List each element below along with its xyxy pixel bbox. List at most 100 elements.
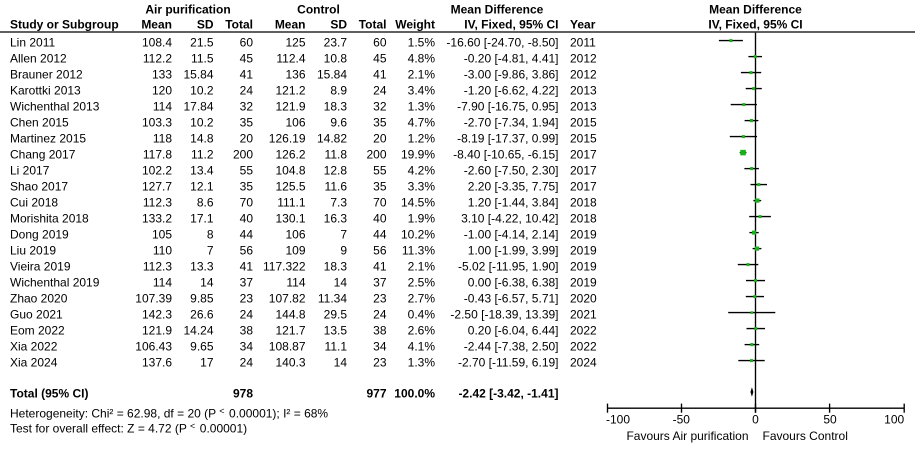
svg-text:10.2%: 10.2% xyxy=(401,228,435,242)
svg-text:108.87: 108.87 xyxy=(269,340,306,354)
svg-text:2022: 2022 xyxy=(570,324,597,338)
svg-text:120: 120 xyxy=(152,84,172,98)
svg-text:7: 7 xyxy=(207,244,214,258)
svg-text:14.24: 14.24 xyxy=(183,324,213,338)
svg-text:2013: 2013 xyxy=(570,100,597,114)
svg-text:2019: 2019 xyxy=(570,276,597,290)
svg-text:2015: 2015 xyxy=(570,116,597,130)
svg-text:29.5: 29.5 xyxy=(324,308,348,322)
svg-text:Mean Difference: Mean Difference xyxy=(451,3,544,17)
svg-text:2017: 2017 xyxy=(570,148,597,162)
svg-text:3.4%: 3.4% xyxy=(408,84,436,98)
svg-text:Favours Air purification: Favours Air purification xyxy=(626,429,748,443)
svg-text:45: 45 xyxy=(373,52,387,66)
svg-text:0.4%: 0.4% xyxy=(408,308,436,322)
svg-text:13.5: 13.5 xyxy=(324,324,348,338)
svg-text:Wichenthal 2019: Wichenthal 2019 xyxy=(10,276,100,290)
svg-text:11.8: 11.8 xyxy=(325,148,348,162)
svg-text:2019: 2019 xyxy=(570,228,597,242)
svg-text:100: 100 xyxy=(884,412,904,426)
svg-text:Total: Total xyxy=(359,18,387,32)
svg-text:114: 114 xyxy=(153,100,172,114)
svg-text:-7.90 [-16.75, 0.95]: -7.90 [-16.75, 0.95] xyxy=(457,100,558,114)
svg-text:-2.60 [-7.50, 2.30]: -2.60 [-7.50, 2.30] xyxy=(464,164,559,178)
svg-text:112.3: 112.3 xyxy=(143,196,172,210)
svg-text:9.6: 9.6 xyxy=(330,116,347,130)
svg-text:200: 200 xyxy=(366,148,386,162)
svg-text:4.8%: 4.8% xyxy=(408,52,436,66)
svg-text:18.3: 18.3 xyxy=(324,260,348,274)
svg-text:-0.20 [-4.81, 4.41]: -0.20 [-4.81, 4.41] xyxy=(464,52,559,66)
svg-text:Dong 2019: Dong 2019 xyxy=(10,228,69,242)
svg-text:15.84: 15.84 xyxy=(183,68,213,82)
svg-text:0.20 [-6.04, 6.44]: 0.20 [-6.04, 6.44] xyxy=(468,324,559,338)
svg-text:8.9: 8.9 xyxy=(330,84,347,98)
svg-text:14: 14 xyxy=(334,356,348,370)
svg-text:2015: 2015 xyxy=(570,132,597,146)
svg-text:14: 14 xyxy=(334,276,348,290)
svg-text:Guo 2021: Guo 2021 xyxy=(10,308,63,322)
svg-text:2022: 2022 xyxy=(570,340,597,354)
svg-text:8.6: 8.6 xyxy=(197,196,214,210)
svg-text:105: 105 xyxy=(152,228,172,242)
svg-text:13.3: 13.3 xyxy=(190,260,214,274)
svg-text:23: 23 xyxy=(240,292,254,306)
svg-text:144.8: 144.8 xyxy=(275,308,305,322)
svg-text:0.00 [-6.38, 6.38]: 0.00 [-6.38, 6.38] xyxy=(468,276,559,290)
svg-text:40: 40 xyxy=(373,212,387,226)
svg-text:127.7: 127.7 xyxy=(142,180,172,194)
svg-text:133.2: 133.2 xyxy=(142,212,172,226)
svg-text:126.19: 126.19 xyxy=(269,132,306,146)
svg-text:38: 38 xyxy=(240,324,254,338)
svg-text:1.20 [-1.44, 3.84]: 1.20 [-1.44, 3.84] xyxy=(468,196,559,210)
svg-text:44: 44 xyxy=(240,228,254,242)
svg-text:1.9%: 1.9% xyxy=(408,212,436,226)
svg-text:35: 35 xyxy=(373,116,387,130)
svg-text:2013: 2013 xyxy=(570,84,597,98)
svg-text:24: 24 xyxy=(373,84,387,98)
svg-text:12.1: 12.1 xyxy=(190,180,214,194)
svg-text:12.8: 12.8 xyxy=(324,164,348,178)
svg-text:70: 70 xyxy=(373,196,387,210)
svg-text:56: 56 xyxy=(373,244,387,258)
svg-text:Li 2017: Li 2017 xyxy=(10,164,50,178)
svg-text:10.2: 10.2 xyxy=(190,84,214,98)
svg-text:15.84: 15.84 xyxy=(317,68,347,82)
svg-text:17.1: 17.1 xyxy=(190,212,214,226)
svg-text:114: 114 xyxy=(153,276,172,290)
svg-text:2.1%: 2.1% xyxy=(408,68,436,82)
svg-text:11.5: 11.5 xyxy=(191,52,214,66)
svg-text:140.3: 140.3 xyxy=(275,356,305,370)
svg-text:-2.42 [-3.42, -1.41]: -2.42 [-3.42, -1.41] xyxy=(458,387,558,401)
svg-text:24: 24 xyxy=(240,356,254,370)
svg-text:2021: 2021 xyxy=(570,308,597,322)
svg-text:56: 56 xyxy=(240,244,254,258)
svg-text:Mean: Mean xyxy=(141,18,172,32)
svg-text:60: 60 xyxy=(240,36,254,50)
svg-text:2.1%: 2.1% xyxy=(408,260,436,274)
svg-text:23: 23 xyxy=(373,356,387,370)
svg-text:Allen 2012: Allen 2012 xyxy=(10,52,67,66)
svg-text:24: 24 xyxy=(240,84,254,98)
svg-text:55: 55 xyxy=(240,164,254,178)
svg-text:45: 45 xyxy=(240,52,254,66)
svg-text:977: 977 xyxy=(366,387,386,401)
svg-text:-16.60 [-24.70, -8.50]: -16.60 [-24.70, -8.50] xyxy=(446,36,558,50)
svg-text:126.2: 126.2 xyxy=(275,148,305,162)
svg-text:Test for overall effect: Z = 4: Test for overall effect: Z = 4.72 (P < 0… xyxy=(10,421,247,435)
svg-text:114: 114 xyxy=(286,276,305,290)
svg-text:SD: SD xyxy=(330,18,347,32)
svg-text:978: 978 xyxy=(233,387,253,401)
svg-text:106.43: 106.43 xyxy=(135,340,172,354)
svg-text:-8.19 [-17.37, 0.99]: -8.19 [-17.37, 0.99] xyxy=(457,132,558,146)
svg-text:104.8: 104.8 xyxy=(275,164,305,178)
svg-text:17.84: 17.84 xyxy=(183,100,213,114)
svg-text:108.4: 108.4 xyxy=(142,36,172,50)
svg-text:26.6: 26.6 xyxy=(190,308,214,322)
svg-text:2012: 2012 xyxy=(570,52,597,66)
svg-text:121.9: 121.9 xyxy=(275,100,305,114)
svg-text:32: 32 xyxy=(373,100,387,114)
svg-text:130.1: 130.1 xyxy=(275,212,305,226)
svg-text:11.6: 11.6 xyxy=(325,180,348,194)
svg-text:Xia 2024: Xia 2024 xyxy=(10,356,58,370)
